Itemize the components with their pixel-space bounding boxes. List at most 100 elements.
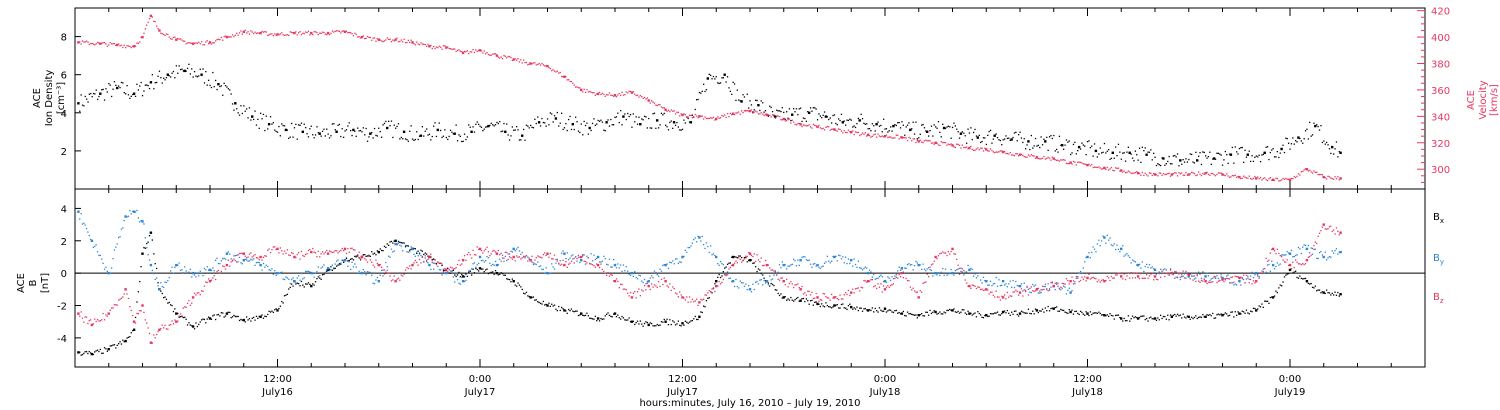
bx-sample	[534, 299, 536, 301]
by-sample	[1303, 244, 1305, 246]
ion-density-sample	[445, 136, 447, 139]
velocity-sample	[804, 124, 806, 126]
ion-density-point	[1280, 147, 1283, 151]
by-sample	[987, 284, 989, 286]
velocity-sample	[372, 37, 374, 39]
by-sample	[946, 274, 948, 276]
velocity-sample	[1089, 165, 1091, 167]
ion-density-sample	[382, 124, 384, 126]
bx-sample	[1282, 281, 1284, 283]
velocity-sample	[864, 132, 866, 134]
ion-density-sample	[738, 99, 740, 101]
by-sample	[246, 259, 248, 261]
velocity-sample	[663, 107, 665, 109]
bz-sample	[688, 296, 691, 298]
bz-sample	[455, 267, 457, 269]
by-sample	[1269, 270, 1271, 272]
bx-sample	[890, 309, 892, 311]
velocity-sample	[1261, 179, 1263, 181]
ion-density-point	[116, 86, 119, 90]
bz-sample	[628, 295, 630, 297]
bx-sample	[407, 245, 409, 247]
bx-sample	[764, 280, 767, 282]
bx-sample	[103, 347, 106, 349]
bz-sample	[877, 283, 879, 285]
bx-sample	[686, 321, 688, 323]
by-point	[900, 267, 904, 270]
bx-sample	[410, 248, 412, 250]
bz-sample	[797, 283, 799, 285]
ion-density-sample	[1084, 145, 1086, 147]
by-sample	[442, 268, 445, 270]
by-sample	[745, 283, 747, 285]
bz-sample	[978, 286, 980, 289]
ion-density-sample	[705, 89, 708, 91]
ion-density-sample	[1123, 152, 1125, 154]
velocity-sample	[1207, 173, 1210, 175]
bz-sample	[552, 258, 554, 260]
velocity-sample	[521, 62, 523, 64]
ion-density-sample	[601, 121, 603, 123]
by-sample	[309, 271, 311, 273]
bx-sample	[1273, 295, 1276, 297]
bz-sample	[230, 261, 232, 263]
bz-sample	[81, 317, 84, 319]
by-sample	[115, 246, 117, 248]
velocity-sample	[739, 113, 741, 115]
by-sample	[826, 255, 828, 257]
bz-sample	[1113, 277, 1115, 279]
velocity-sample	[1326, 178, 1328, 180]
ion-density-sample	[935, 126, 937, 128]
ion-density-sample	[125, 93, 127, 95]
velocity-sample	[801, 125, 803, 128]
bz-sample	[473, 254, 476, 256]
velocity-sample	[928, 140, 930, 142]
by-sample	[1307, 244, 1309, 247]
velocity-point	[664, 108, 667, 111]
by-sample	[1071, 290, 1073, 292]
bx-sample	[251, 317, 253, 319]
bx-sample	[1333, 294, 1335, 296]
velocity-sample	[1206, 171, 1208, 174]
velocity-sample	[1236, 176, 1238, 178]
by-sample	[1331, 250, 1333, 252]
bx-sample	[229, 311, 231, 314]
bz-sample	[593, 265, 595, 267]
velocity-sample	[1063, 159, 1065, 161]
velocity-sample	[1219, 172, 1221, 174]
by-sample	[118, 236, 120, 239]
bz-point	[1069, 280, 1072, 283]
bx-point	[461, 275, 465, 278]
bx-sample	[812, 304, 814, 306]
bz-sample	[267, 249, 269, 251]
ion-density-sample	[1318, 129, 1321, 131]
by-sample	[672, 260, 674, 262]
ion-density-sample	[513, 129, 515, 131]
velocity-sample	[1140, 174, 1142, 176]
bz-sample	[548, 256, 550, 258]
velocity-point	[613, 94, 617, 97]
by-sample	[369, 272, 371, 274]
velocity-sample	[568, 79, 570, 81]
bz-sample	[210, 279, 213, 281]
bx-sample	[683, 324, 685, 326]
ion-density-sample	[527, 125, 529, 127]
bx-point	[478, 267, 482, 270]
velocity-sample	[1009, 151, 1011, 154]
by-sample	[608, 258, 611, 260]
ion-density-sample	[1176, 153, 1179, 155]
velocity-sample	[87, 41, 89, 43]
by-sample	[566, 252, 568, 254]
by-sample	[483, 261, 485, 263]
velocity-sample	[534, 62, 536, 64]
by-sample	[930, 269, 933, 271]
bz-point	[107, 312, 110, 315]
bx-sample	[504, 274, 506, 276]
by-sample	[208, 269, 210, 271]
velocity-sample	[1093, 166, 1096, 168]
ion-density-sample	[1119, 151, 1121, 153]
velocity-sample	[596, 93, 598, 95]
ion-density-sample	[1120, 158, 1122, 160]
ion-density-sample	[958, 137, 961, 139]
bx-sample	[611, 316, 613, 318]
